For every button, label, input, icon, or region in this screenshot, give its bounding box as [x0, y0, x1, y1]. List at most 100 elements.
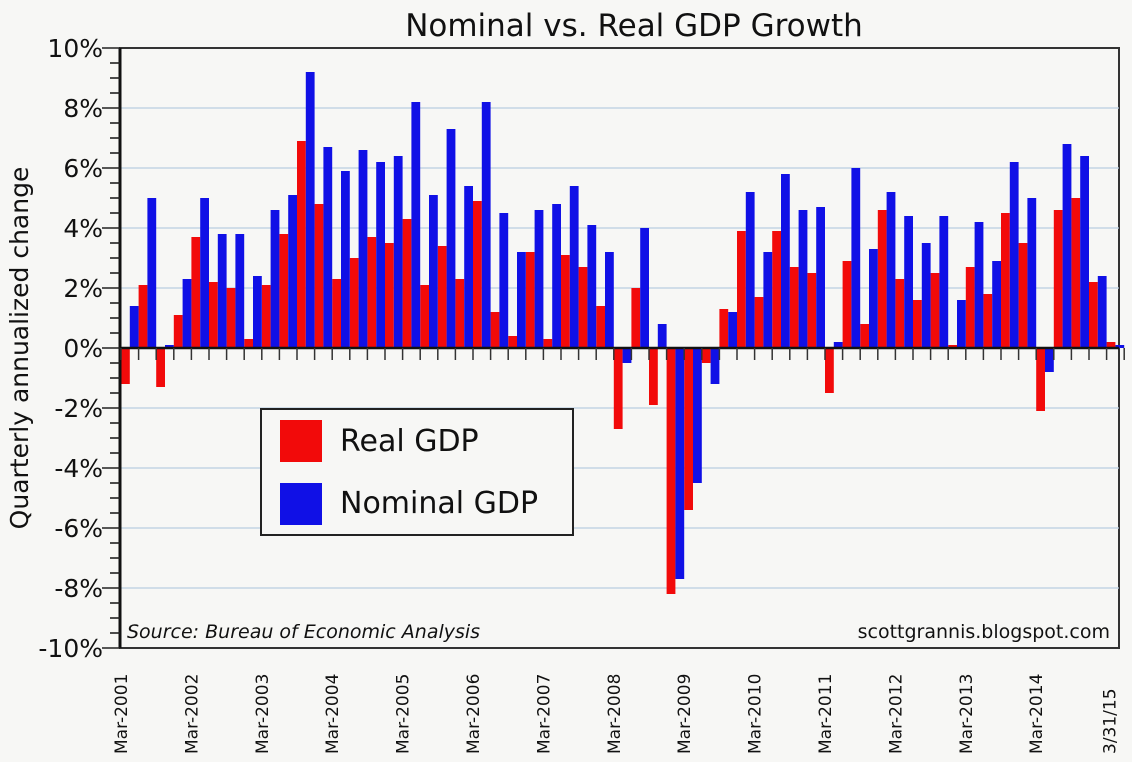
- bar-real-gdp: [385, 243, 394, 348]
- bar-nominal-gdp: [605, 252, 614, 348]
- bar-nominal-gdp: [517, 252, 526, 348]
- x-tick-label: Mar-2006: [464, 674, 484, 754]
- y-tick-label: 2%: [63, 274, 103, 303]
- bar-nominal-gdp: [376, 162, 385, 348]
- bar-real-gdp: [613, 348, 623, 429]
- bar-nominal-gdp: [499, 213, 509, 348]
- bar-real-gdp: [913, 300, 922, 348]
- bar-nominal-gdp: [657, 324, 667, 348]
- legend: Real GDP Nominal GDP: [260, 408, 574, 536]
- y-tick-label: 4%: [63, 214, 103, 243]
- y-tick-label: -10%: [38, 634, 103, 663]
- bar-nominal-gdp: [745, 192, 755, 348]
- bar-nominal-gdp: [904, 216, 913, 348]
- bar-real-gdp: [930, 273, 940, 348]
- bar-nominal-gdp: [1027, 198, 1037, 348]
- bar-real-gdp: [1089, 282, 1098, 348]
- x-tick-label: Mar-2009: [675, 674, 695, 754]
- bar-real-gdp: [1053, 210, 1063, 348]
- bar-nominal-gdp: [974, 222, 984, 348]
- bar-real-gdp: [737, 231, 746, 348]
- bar-real-gdp: [297, 141, 306, 348]
- bar-nominal-gdp: [728, 312, 737, 348]
- bar-nominal-gdp: [1062, 144, 1072, 348]
- bar-real-gdp: [1106, 342, 1116, 348]
- bar-nominal-gdp: [869, 249, 878, 348]
- bar-nominal-gdp: [939, 216, 949, 348]
- bar-nominal-gdp: [886, 192, 896, 348]
- y-tick-label: -4%: [54, 454, 103, 483]
- bar-real-gdp: [525, 252, 535, 348]
- bar-real-gdp: [895, 279, 905, 348]
- bar-real-gdp: [965, 267, 975, 348]
- y-tick-label: -6%: [54, 514, 103, 543]
- y-tick-labels: -10% -8% -6% -4% -2% 0% 2% 4% 6% 8% 10%: [38, 34, 103, 663]
- bar-real-gdp: [666, 348, 676, 594]
- x-tick-label: Mar-2008: [605, 674, 625, 754]
- bar-nominal-gdp: [165, 345, 174, 348]
- bar-real-gdp: [772, 231, 781, 348]
- bar-nominal-gdp: [921, 243, 931, 348]
- x-tick-label: Mar-2002: [182, 674, 202, 754]
- bar-real-gdp: [860, 324, 869, 348]
- bar-nominal-gdp: [429, 195, 438, 348]
- bar-nominal-gdp: [305, 72, 315, 348]
- y-tick-label: 8%: [63, 94, 103, 123]
- bar-nominal-gdp: [851, 168, 861, 348]
- x-tick-label: Mar-2005: [394, 674, 414, 754]
- bar-nominal-gdp: [481, 102, 491, 348]
- bar-real-gdp: [825, 348, 834, 393]
- bar-real-gdp: [684, 348, 693, 510]
- bar-real-gdp: [1018, 243, 1028, 348]
- bar-nominal-gdp: [1097, 276, 1107, 348]
- bar-real-gdp: [842, 261, 852, 348]
- bar-real-gdp: [261, 285, 271, 348]
- bar-nominal-gdp: [1115, 345, 1125, 348]
- x-tick-label: Mar-2004: [323, 674, 343, 754]
- bar-real-gdp: [332, 279, 341, 348]
- bar-real-gdp: [437, 246, 447, 348]
- bar-nominal-gdp: [147, 198, 157, 348]
- bar-nominal-gdp: [816, 207, 825, 348]
- bar-nominal-gdp: [411, 102, 421, 348]
- bar-nominal-gdp: [763, 252, 773, 348]
- bar-nominal-gdp: [1009, 162, 1019, 348]
- bar-real-gdp: [561, 255, 570, 348]
- y-tick-label: 6%: [63, 154, 103, 183]
- bar-real-gdp: [455, 279, 465, 348]
- bar-real-gdp: [420, 285, 429, 348]
- bar-real-gdp: [490, 312, 500, 348]
- bar-real-gdp: [1071, 198, 1081, 348]
- bar-nominal-gdp: [798, 210, 808, 348]
- bar-nominal-gdp: [323, 147, 333, 348]
- bar-real-gdp: [402, 219, 412, 348]
- bar-nominal-gdp: [253, 276, 262, 348]
- x-tick-label: Mar-2012: [886, 674, 906, 754]
- bar-real-gdp: [121, 348, 130, 384]
- bar-real-gdp: [754, 297, 764, 348]
- bar-real-gdp: [367, 237, 377, 348]
- bar-real-gdp: [191, 237, 201, 348]
- chart-title: Nominal vs. Real GDP Growth: [405, 8, 863, 44]
- credit-note: scottgrannis.blogspot.com: [858, 621, 1110, 643]
- bar-nominal-gdp: [569, 186, 579, 348]
- bar-nominal-gdp: [622, 348, 632, 363]
- bar-nominal-gdp: [534, 210, 544, 348]
- x-tick-label: Mar-2010: [746, 674, 766, 754]
- bar-nominal-gdp: [270, 210, 280, 348]
- bar-real-gdp: [596, 306, 605, 348]
- bar-real-gdp: [1036, 348, 1045, 411]
- bar-nominal-gdp: [552, 204, 561, 348]
- bar-real-gdp: [649, 348, 658, 405]
- bar-nominal-gdp: [693, 348, 702, 483]
- bar-real-gdp: [719, 309, 729, 348]
- bar-real-gdp: [983, 294, 993, 348]
- bar-real-gdp: [156, 348, 165, 387]
- bar-real-gdp: [877, 210, 887, 348]
- bar-real-gdp: [349, 258, 359, 348]
- bar-real-gdp: [508, 336, 517, 348]
- bar-real-gdp: [279, 234, 289, 348]
- axes: [102, 47, 1125, 649]
- y-tick-label: 0%: [63, 334, 103, 363]
